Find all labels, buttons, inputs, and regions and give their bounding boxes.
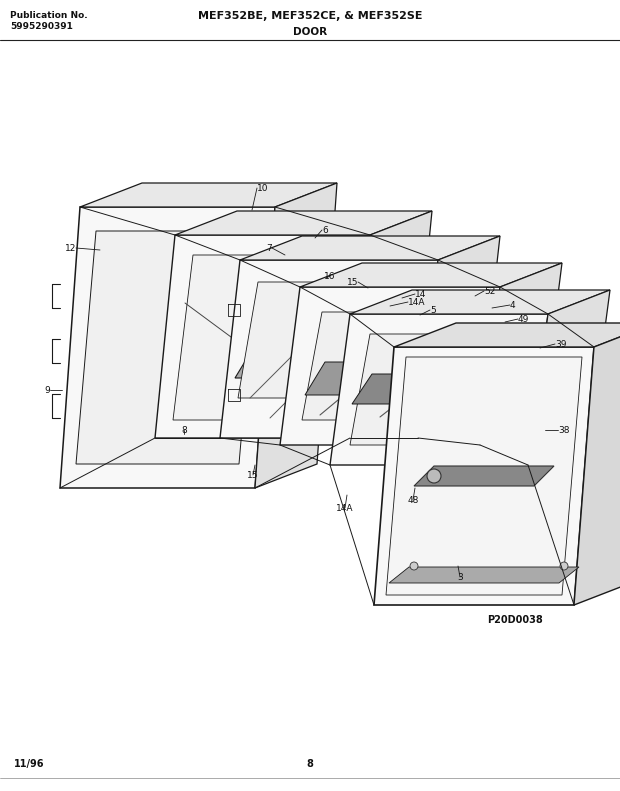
Text: 5: 5 xyxy=(430,305,436,315)
Text: 14: 14 xyxy=(415,290,427,298)
Polygon shape xyxy=(350,290,610,314)
Text: DOOR: DOOR xyxy=(293,27,327,37)
Polygon shape xyxy=(574,323,620,605)
Text: 7: 7 xyxy=(266,244,272,252)
Text: Publication No.: Publication No. xyxy=(10,11,87,20)
Polygon shape xyxy=(328,285,362,309)
Text: 9: 9 xyxy=(44,385,50,395)
Text: 12: 12 xyxy=(64,244,76,252)
Polygon shape xyxy=(418,236,500,438)
Text: eReplacementParts.com: eReplacementParts.com xyxy=(228,410,363,420)
Text: 49: 49 xyxy=(518,315,529,324)
Text: 8: 8 xyxy=(306,759,314,769)
Text: 39: 39 xyxy=(555,339,567,349)
Text: 5995290391: 5995290391 xyxy=(10,22,73,31)
Polygon shape xyxy=(330,314,548,465)
Text: 3: 3 xyxy=(457,573,463,581)
Text: 16: 16 xyxy=(324,271,336,281)
Polygon shape xyxy=(60,207,275,488)
Text: 48: 48 xyxy=(407,495,419,505)
Text: 14A: 14A xyxy=(336,504,354,513)
Text: 15: 15 xyxy=(347,278,358,286)
Polygon shape xyxy=(280,287,500,445)
Polygon shape xyxy=(389,567,579,583)
Polygon shape xyxy=(235,345,423,378)
Text: P20D0038: P20D0038 xyxy=(487,615,542,625)
Polygon shape xyxy=(173,255,352,420)
Polygon shape xyxy=(528,290,610,465)
Polygon shape xyxy=(352,374,526,404)
Circle shape xyxy=(560,562,568,570)
Polygon shape xyxy=(76,231,259,464)
Polygon shape xyxy=(480,263,562,445)
Polygon shape xyxy=(374,347,594,605)
Polygon shape xyxy=(414,466,554,486)
Polygon shape xyxy=(155,235,370,438)
Text: MEF352BE, MEF352CE, & MEF352SE: MEF352BE, MEF352CE, & MEF352SE xyxy=(198,11,422,21)
Text: 11/96: 11/96 xyxy=(14,759,45,769)
Text: 6: 6 xyxy=(322,225,328,234)
Text: 15: 15 xyxy=(247,471,259,479)
Circle shape xyxy=(410,562,418,570)
Polygon shape xyxy=(80,183,337,207)
Text: 14A: 14A xyxy=(408,297,425,306)
Polygon shape xyxy=(328,363,362,387)
Polygon shape xyxy=(175,211,432,235)
Text: 4: 4 xyxy=(510,301,516,309)
Polygon shape xyxy=(350,334,528,445)
Text: 52: 52 xyxy=(484,286,495,296)
Polygon shape xyxy=(386,357,582,595)
Polygon shape xyxy=(255,183,337,488)
Text: 8: 8 xyxy=(181,426,187,434)
Polygon shape xyxy=(350,211,432,438)
Polygon shape xyxy=(220,260,438,438)
Polygon shape xyxy=(394,323,620,347)
Circle shape xyxy=(427,469,441,483)
Polygon shape xyxy=(328,324,362,348)
Polygon shape xyxy=(302,312,478,420)
Polygon shape xyxy=(300,263,562,287)
Polygon shape xyxy=(305,362,475,395)
Text: 10: 10 xyxy=(257,184,268,192)
Polygon shape xyxy=(238,282,420,398)
Polygon shape xyxy=(240,236,500,260)
Text: 38: 38 xyxy=(558,426,570,434)
